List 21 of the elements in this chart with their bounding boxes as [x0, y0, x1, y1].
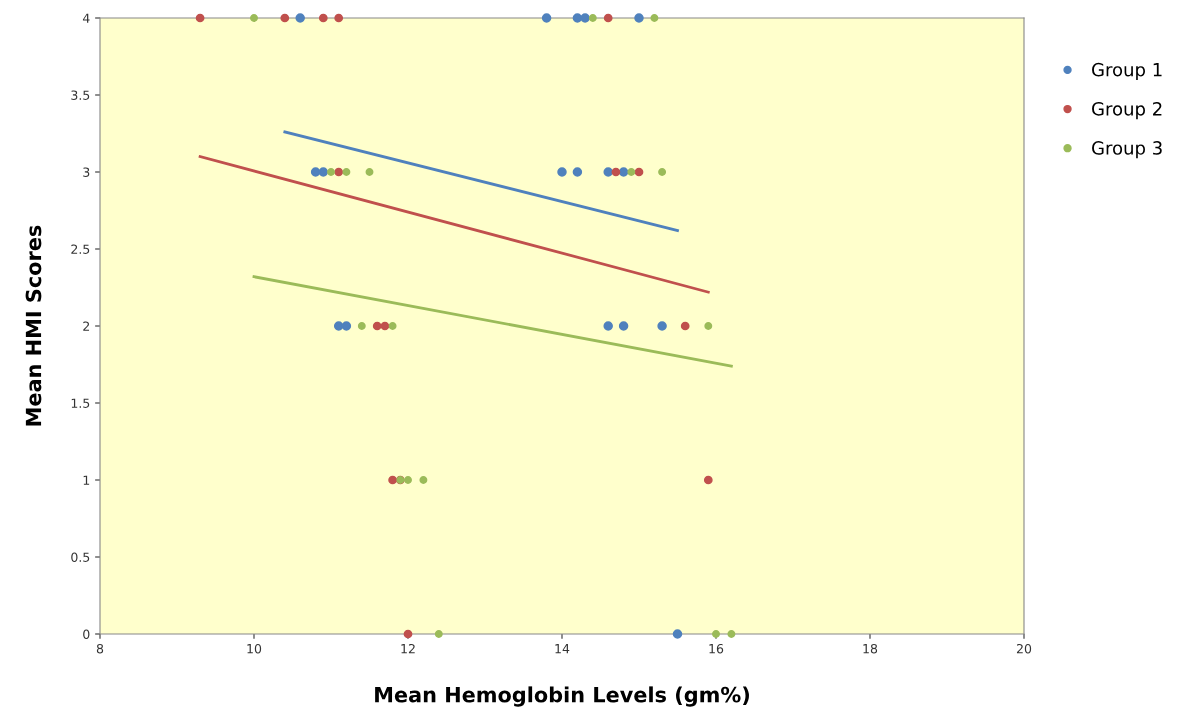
y-tick-label: 2 — [83, 321, 90, 331]
y-tick-label: 0.5 — [71, 552, 90, 562]
x-tick-label: 16 — [709, 643, 724, 654]
x-tick-label: 8 — [96, 643, 104, 654]
x-axis-title: Mean Hemoglobin Levels (gm%) — [375, 686, 749, 707]
x-tick-label: 14 — [555, 644, 570, 654]
legend-label: Group 1 — [1092, 62, 1162, 80]
y-tick-label: 1 — [83, 475, 90, 485]
x-tick-label: 20 — [1016, 643, 1032, 654]
y-tick-label: 2.5 — [71, 244, 90, 254]
x-tick-label: 18 — [863, 643, 878, 654]
legend-label: Group 2 — [1092, 101, 1162, 120]
y-tick-label: 0 — [83, 629, 90, 639]
y-tick-label: 3.5 — [71, 90, 90, 100]
legend-label: Group 3 — [1092, 141, 1162, 159]
y-tick-label: 1.5 — [71, 398, 90, 408]
y-tick-label: 3 — [83, 167, 90, 177]
x-tick-label: 12 — [401, 643, 415, 654]
y-axis-title: Mean HMI Scores — [25, 225, 42, 426]
y-tick-label: 4 — [82, 13, 90, 23]
x-tick-label: 10 — [247, 643, 262, 654]
